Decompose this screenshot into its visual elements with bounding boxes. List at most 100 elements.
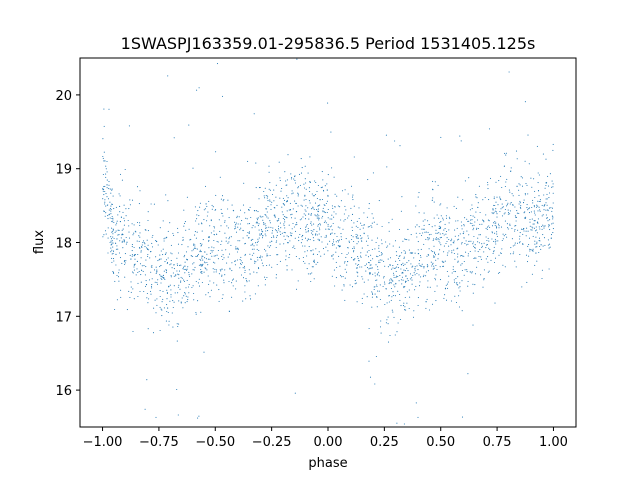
data-point: [105, 168, 107, 170]
data-point: [302, 216, 304, 218]
data-point: [384, 283, 386, 285]
data-point: [160, 282, 162, 284]
data-point: [230, 244, 232, 246]
data-point: [189, 239, 191, 241]
data-point: [287, 197, 289, 199]
data-point: [110, 192, 112, 194]
data-point: [416, 224, 418, 226]
data-point: [425, 301, 427, 303]
data-point: [178, 270, 181, 272]
data-point: [334, 206, 336, 208]
data-point: [230, 236, 232, 238]
data-point: [304, 209, 306, 211]
data-point: [333, 269, 335, 271]
data-point: [123, 224, 125, 226]
data-point: [394, 267, 396, 270]
data-point: [103, 151, 105, 153]
data-point: [538, 195, 540, 197]
data-point: [543, 205, 546, 207]
data-point: [211, 246, 213, 248]
data-point: [389, 264, 391, 266]
data-point: [353, 247, 355, 249]
data-point: [501, 239, 503, 242]
data-point: [455, 301, 458, 304]
data-point: [113, 260, 115, 262]
data-point: [373, 286, 375, 288]
data-point: [269, 199, 271, 201]
data-point: [181, 297, 183, 299]
data-point: [294, 200, 296, 202]
data-point: [257, 217, 259, 219]
data-point: [414, 274, 416, 276]
data-point: [521, 286, 523, 288]
data-point: [264, 278, 267, 281]
data-point: [176, 323, 178, 325]
data-point: [432, 262, 434, 264]
data-point: [399, 255, 401, 257]
data-point: [380, 239, 383, 241]
data-point: [110, 208, 112, 211]
data-point: [515, 216, 518, 218]
data-point: [539, 198, 541, 201]
data-point: [207, 275, 209, 277]
data-point: [172, 272, 174, 274]
data-point: [112, 233, 114, 235]
data-point: [246, 235, 248, 237]
data-point: [527, 230, 529, 232]
data-point: [115, 224, 117, 226]
data-point: [370, 225, 372, 227]
data-point: [208, 283, 210, 285]
data-point: [140, 274, 142, 276]
data-point: [290, 234, 292, 236]
data-point: [325, 246, 327, 248]
data-point: [196, 218, 198, 220]
data-point: [434, 256, 436, 258]
data-point: [242, 300, 244, 302]
data-point: [352, 247, 354, 250]
data-point: [255, 162, 257, 164]
data-point: [235, 224, 237, 226]
data-point: [370, 259, 372, 261]
data-point: [222, 215, 224, 217]
data-point: [236, 217, 238, 219]
data-point: [500, 252, 502, 255]
data-point: [388, 222, 390, 224]
data-point: [266, 276, 268, 279]
data-point: [169, 264, 171, 266]
data-point: [251, 244, 253, 246]
data-point: [334, 193, 336, 195]
data-point: [203, 271, 205, 273]
data-point: [446, 283, 449, 285]
data-point: [371, 296, 373, 298]
data-point: [239, 240, 241, 242]
data-point: [234, 264, 236, 266]
data-point: [370, 267, 372, 269]
data-point: [351, 257, 353, 259]
data-point: [133, 266, 135, 268]
data-point: [305, 231, 307, 233]
data-point: [355, 282, 357, 284]
data-point: [369, 273, 372, 275]
data-point: [270, 226, 272, 228]
data-point: [461, 243, 463, 245]
data-point: [425, 271, 427, 273]
data-point: [125, 243, 127, 245]
data-point: [347, 246, 349, 249]
data-point: [186, 196, 188, 198]
data-point: [327, 225, 329, 227]
data-point: [436, 239, 438, 241]
data-point: [208, 200, 210, 202]
data-point: [445, 233, 447, 235]
data-point: [266, 216, 268, 218]
data-point: [223, 279, 225, 281]
data-point: [430, 233, 432, 235]
data-point: [518, 194, 520, 196]
data-point: [533, 223, 535, 225]
data-point: [397, 264, 399, 266]
data-point: [282, 197, 284, 199]
data-point: [111, 217, 113, 220]
data-point: [552, 216, 554, 218]
data-point: [225, 240, 227, 242]
data-point: [154, 281, 156, 283]
x-tick-label: −1.00: [83, 435, 123, 450]
